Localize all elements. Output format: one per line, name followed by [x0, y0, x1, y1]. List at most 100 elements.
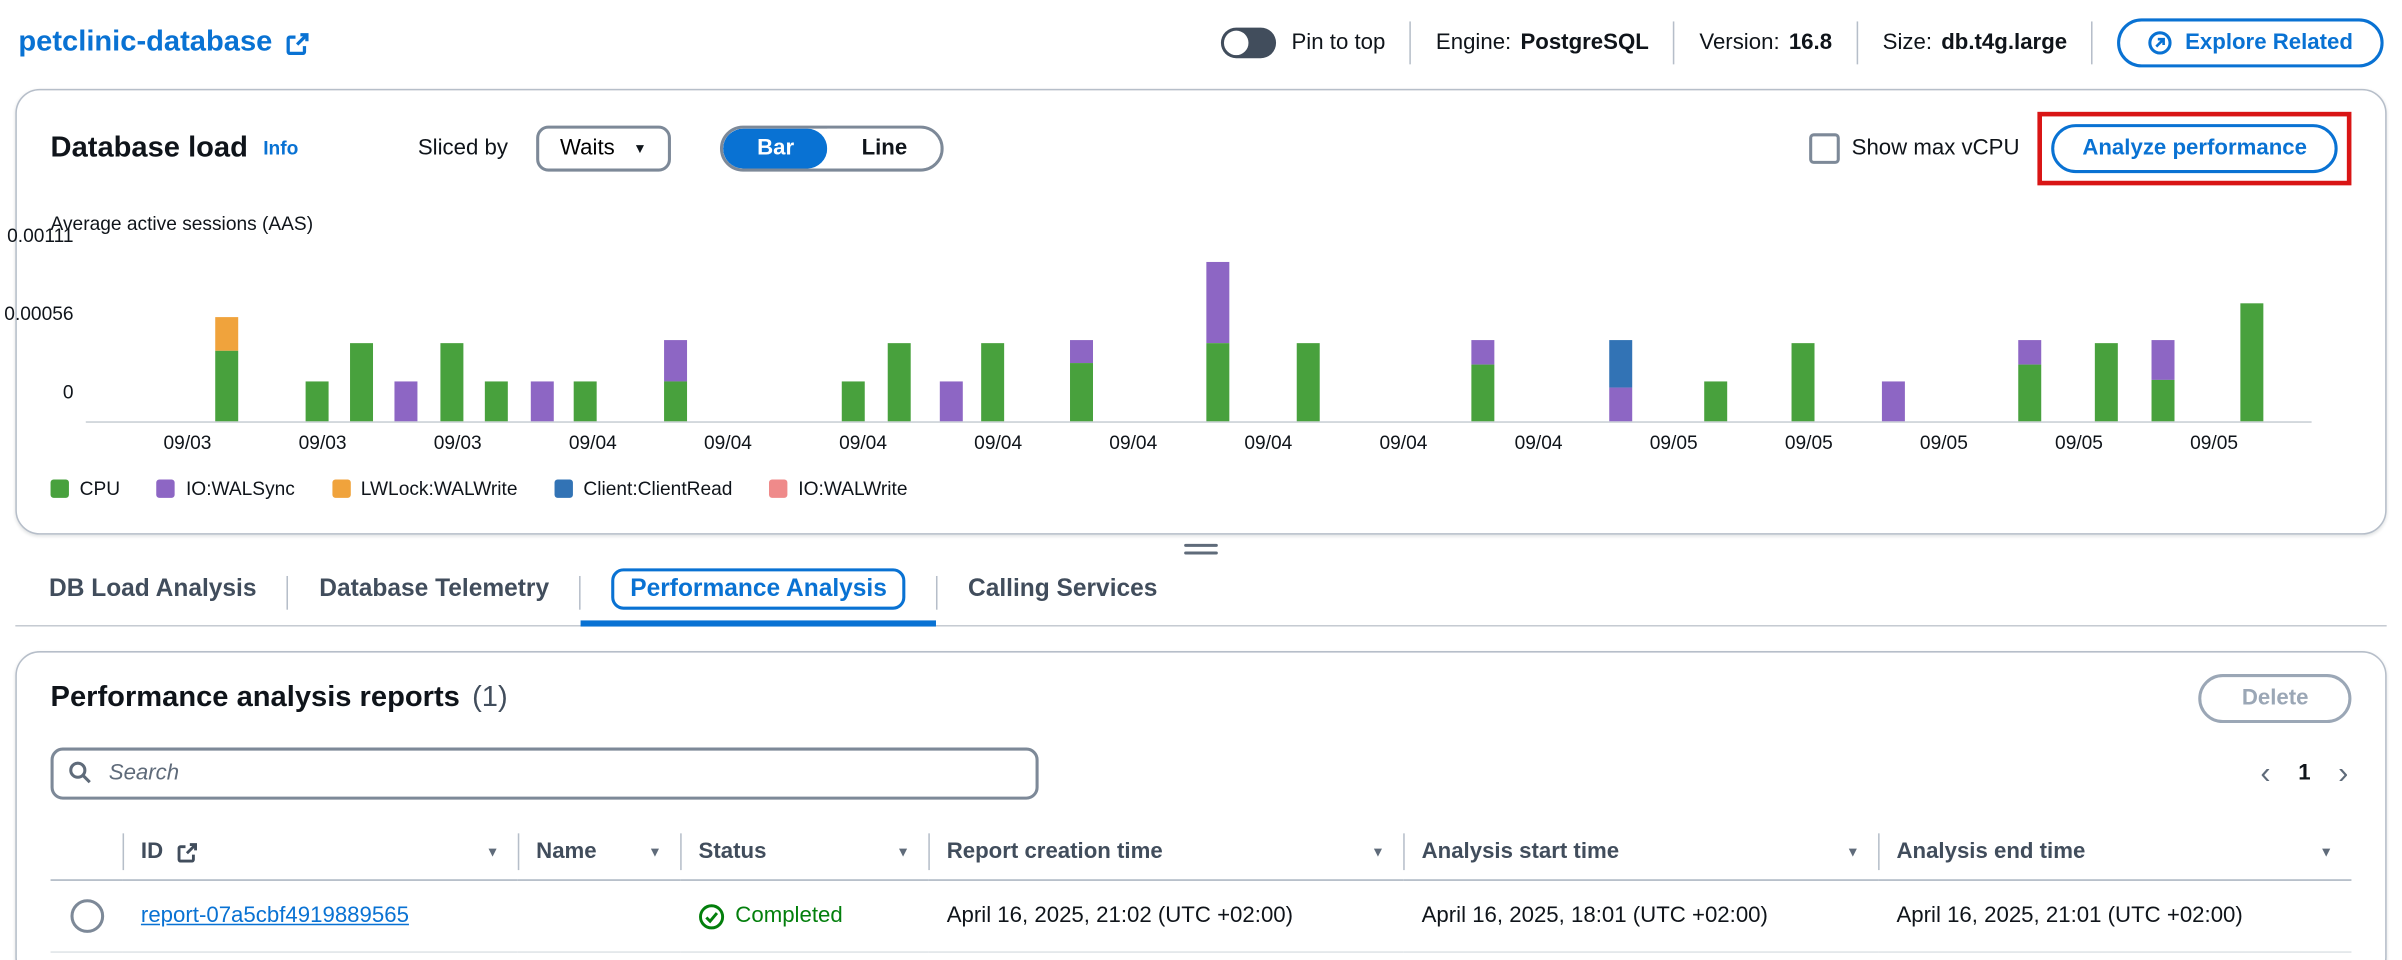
top-bar-right: Pin to top Engine: PostgreSQL Version: 16.8… — [1221, 18, 2384, 68]
chart-bar[interactable] — [1297, 342, 1321, 422]
legend-swatch — [554, 479, 573, 498]
next-page-button[interactable]: › — [2335, 758, 2351, 789]
row-radio-button[interactable] — [69, 899, 104, 933]
column-header-name[interactable]: Name ▼ — [517, 824, 681, 881]
chart-bar[interactable] — [887, 342, 911, 422]
table-cell-report-creation-time: April 16, 2025, 21:02 (UTC +02:00) — [928, 881, 1404, 953]
slice-by-dropdown[interactable]: Waits ▼ — [535, 125, 672, 172]
chart-bar[interactable] — [2018, 339, 2042, 422]
chart-bar[interactable] — [484, 381, 508, 422]
info-link[interactable]: Info — [263, 137, 299, 160]
chart-bar[interactable] — [440, 342, 464, 422]
tab-db-load-analysis[interactable]: DB Load Analysis — [18, 561, 287, 625]
column-header-report-creation-time[interactable]: Report creation time ▼ — [928, 824, 1404, 881]
pin-to-top-toggle[interactable] — [1221, 27, 1277, 59]
x-axis-tick-label: 09/05 — [1919, 431, 1968, 454]
chart-bar[interactable] — [663, 339, 687, 422]
page-title[interactable]: petclinic-database — [18, 26, 273, 59]
legend-label: CPU — [79, 477, 121, 500]
panel-resize-handle[interactable] — [1184, 543, 1218, 555]
legend-item-io-walwrite: IO:WALWrite — [769, 478, 908, 499]
show-max-vcpu-checkbox[interactable] — [1808, 133, 1840, 164]
reports-title: Performance analysis reports — [50, 681, 460, 714]
legend-swatch — [50, 479, 69, 498]
chart-bar[interactable] — [841, 381, 865, 422]
chart-bar[interactable] — [2151, 339, 2175, 422]
chart-bar[interactable] — [215, 317, 239, 422]
chart-bar-segment-cpu — [574, 381, 598, 422]
chart-bar[interactable] — [1069, 339, 1093, 422]
chart-bar[interactable] — [1882, 381, 1906, 422]
chart-bar-segment-cpu — [2094, 342, 2118, 422]
search-input[interactable] — [50, 747, 1039, 800]
chart-bar-segment-io-walsync — [2151, 339, 2175, 380]
chart-bar[interactable] — [2240, 303, 2264, 422]
chart-plot-area — [85, 253, 2312, 423]
chart-bar[interactable] — [1791, 342, 1815, 422]
chart-y-axis-title: Average active sessions (AAS) — [50, 212, 314, 235]
y-axis-tick-label: 0.00111 — [7, 225, 74, 248]
sliced-by-label: Sliced by — [417, 136, 508, 161]
chart-bar-segment-io-walsync — [1608, 387, 1632, 422]
external-link-icon — [175, 840, 198, 863]
chart-bar[interactable] — [305, 381, 329, 422]
column-header-analysis-end-time[interactable]: Analysis end time ▼ — [1878, 824, 2352, 881]
report-link[interactable]: report-07a5cbf4919889565 — [140, 903, 409, 929]
instance-meta: Engine: PostgreSQL Version: 16.8 Size: db.t4g… — [1409, 21, 2094, 65]
pin-to-top-label: Pin to top — [1291, 30, 1386, 56]
meta-label: Version: — [1699, 30, 1780, 56]
previous-page-button[interactable]: ‹ — [2257, 758, 2273, 789]
column-header-label: Status — [698, 839, 767, 864]
column-header-analysis-start-time[interactable]: Analysis start time ▼ — [1403, 824, 1879, 881]
filter-caret-icon: ▼ — [648, 844, 662, 860]
chart-bar[interactable] — [981, 342, 1005, 422]
explore-related-button[interactable]: Explore Related — [2117, 18, 2384, 68]
chart-bar-segment-cpu — [841, 381, 865, 422]
chart-bar[interactable] — [1206, 262, 1230, 422]
table-cell-name — [517, 881, 681, 953]
tab-label: Performance Analysis — [611, 568, 906, 610]
chart-bar[interactable] — [1472, 339, 1496, 422]
chart-bar[interactable] — [940, 381, 964, 422]
tab-database-telemetry[interactable]: Database Telemetry — [289, 561, 580, 625]
chart-bar-segment-io-walsync — [394, 381, 418, 422]
chart-bar[interactable] — [394, 381, 418, 422]
chart-bar[interactable] — [350, 342, 374, 422]
divider — [1409, 21, 1412, 65]
chart-bar-segment-io-walsync — [1069, 339, 1093, 363]
x-axis-tick-label: 09/04 — [703, 431, 752, 454]
tab-calling-services[interactable]: Calling Services — [937, 561, 1188, 625]
divider — [1856, 21, 1859, 65]
delete-button[interactable]: Delete — [2198, 674, 2352, 724]
header-meta-version: Version: 16.8 — [1699, 31, 1832, 56]
reports-table: ID ▼ Name ▼ Status ▼ Report creation time ▼ Anal… — [50, 824, 2352, 953]
pin-to-top-group: Pin to top — [1221, 27, 1386, 59]
database-load-panel: Database load Info Sliced by Waits ▼ Bar… — [4, 88, 2387, 535]
tab-divider — [579, 575, 582, 610]
column-header-status[interactable]: Status ▼ — [680, 824, 929, 881]
chart-bar[interactable] — [2094, 342, 2118, 422]
legend-item-io-walsync: IO:WALSync — [156, 478, 295, 499]
reports-count: (1) — [472, 681, 508, 714]
x-axis-tick-label: 09/03 — [433, 431, 482, 454]
line-view-button[interactable]: Line — [827, 128, 941, 169]
performance-analysis-reports-panel: Performance analysis reports (1) Delete … — [15, 651, 2387, 960]
tab-performance-analysis[interactable]: Performance Analysis — [581, 561, 937, 627]
chart-bar-segment-io-walsync — [940, 381, 964, 422]
column-header-id[interactable]: ID ▼ — [122, 824, 518, 881]
analyze-performance-button[interactable]: Analyze performance — [2051, 124, 2338, 174]
chart-bar[interactable] — [574, 381, 598, 422]
show-max-vcpu-label: Show max vCPU — [1851, 136, 2020, 161]
filter-caret-icon: ▼ — [2319, 844, 2334, 860]
chart-bar[interactable] — [1608, 339, 1632, 422]
legend-item-client-clientread: Client:ClientRead — [554, 478, 732, 499]
database-title-link[interactable]: petclinic-database — [18, 26, 310, 60]
chart-bar[interactable] — [530, 381, 554, 422]
chart-bar-segment-cpu — [2018, 365, 2042, 422]
chart-bar-segment-cpu — [887, 342, 911, 422]
bar-view-button[interactable]: Bar — [723, 128, 828, 169]
x-axis-tick-label: 09/04 — [568, 431, 617, 454]
filter-caret-icon: ▼ — [1846, 844, 1860, 860]
chart-bar[interactable] — [1704, 381, 1728, 422]
